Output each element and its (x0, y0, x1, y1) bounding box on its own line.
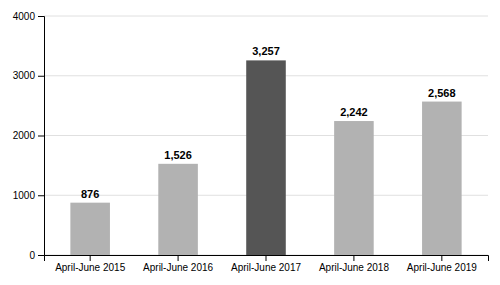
data-label: 2,568 (428, 87, 456, 99)
data-label: 2,242 (340, 106, 368, 118)
y-axis: 0 1000 2000 3000 4000 (13, 11, 45, 261)
x-tick: April-June 2016 (143, 255, 213, 273)
y-tick-label: 2000 (13, 130, 36, 141)
bar (422, 102, 462, 255)
y-tick: 0 (29, 250, 44, 261)
x-axis-line (45, 256, 489, 262)
x-axis: April-June 2015 April-June 2016 April-June… (45, 255, 489, 273)
x-tick-mark (266, 255, 267, 261)
y-tick-mark (38, 255, 44, 256)
y-tick: 2000 (13, 130, 44, 141)
y-tick-label: 1000 (13, 190, 36, 201)
x-tick: April-June 2018 (319, 255, 389, 273)
x-tick-mark (90, 255, 91, 261)
y-tick-mark (38, 76, 44, 77)
bar (158, 164, 198, 255)
data-labels: 876 1,526 3,257 2,242 2,568 (81, 45, 456, 199)
x-tick-label: April-June 2015 (55, 262, 125, 273)
bar (334, 121, 374, 255)
bar (246, 60, 286, 255)
y-tick-label: 4000 (13, 11, 36, 22)
x-tick: April-June 2017 (231, 255, 301, 273)
data-label: 876 (81, 188, 99, 200)
x-tick-label: April-June 2018 (319, 262, 389, 273)
plot: 01000200030004000April-June 2015April-Ju… (13, 11, 489, 273)
y-tick-label: 0 (29, 250, 35, 261)
y-tick-label: 3000 (13, 70, 36, 81)
x-tick-mark (441, 255, 442, 261)
y-tick-mark (38, 16, 44, 17)
data-label: 1,526 (164, 149, 192, 161)
x-tick: April-June 2015 (55, 255, 125, 273)
y-tick-mark (38, 195, 44, 196)
y-tick-mark (38, 136, 44, 137)
grid (44, 16, 488, 255)
y-tick: 3000 (13, 70, 44, 81)
x-tick-label: April-June 2016 (143, 262, 213, 273)
data-label: 3,257 (252, 45, 280, 57)
y-tick: 4000 (13, 11, 44, 22)
y-tick: 1000 (13, 190, 44, 201)
bar (70, 203, 110, 255)
x-tick-label: April-June 2019 (407, 262, 477, 273)
bars (70, 60, 461, 255)
grid-line (44, 16, 488, 17)
chart: 01000200030004000April-June 2015April-Ju… (0, 0, 500, 285)
y-axis-line (38, 17, 45, 256)
x-tick-label: April-June 2017 (231, 262, 301, 273)
x-tick-mark (353, 255, 354, 261)
x-tick-mark (178, 255, 179, 261)
x-tick: April-June 2019 (407, 255, 477, 273)
